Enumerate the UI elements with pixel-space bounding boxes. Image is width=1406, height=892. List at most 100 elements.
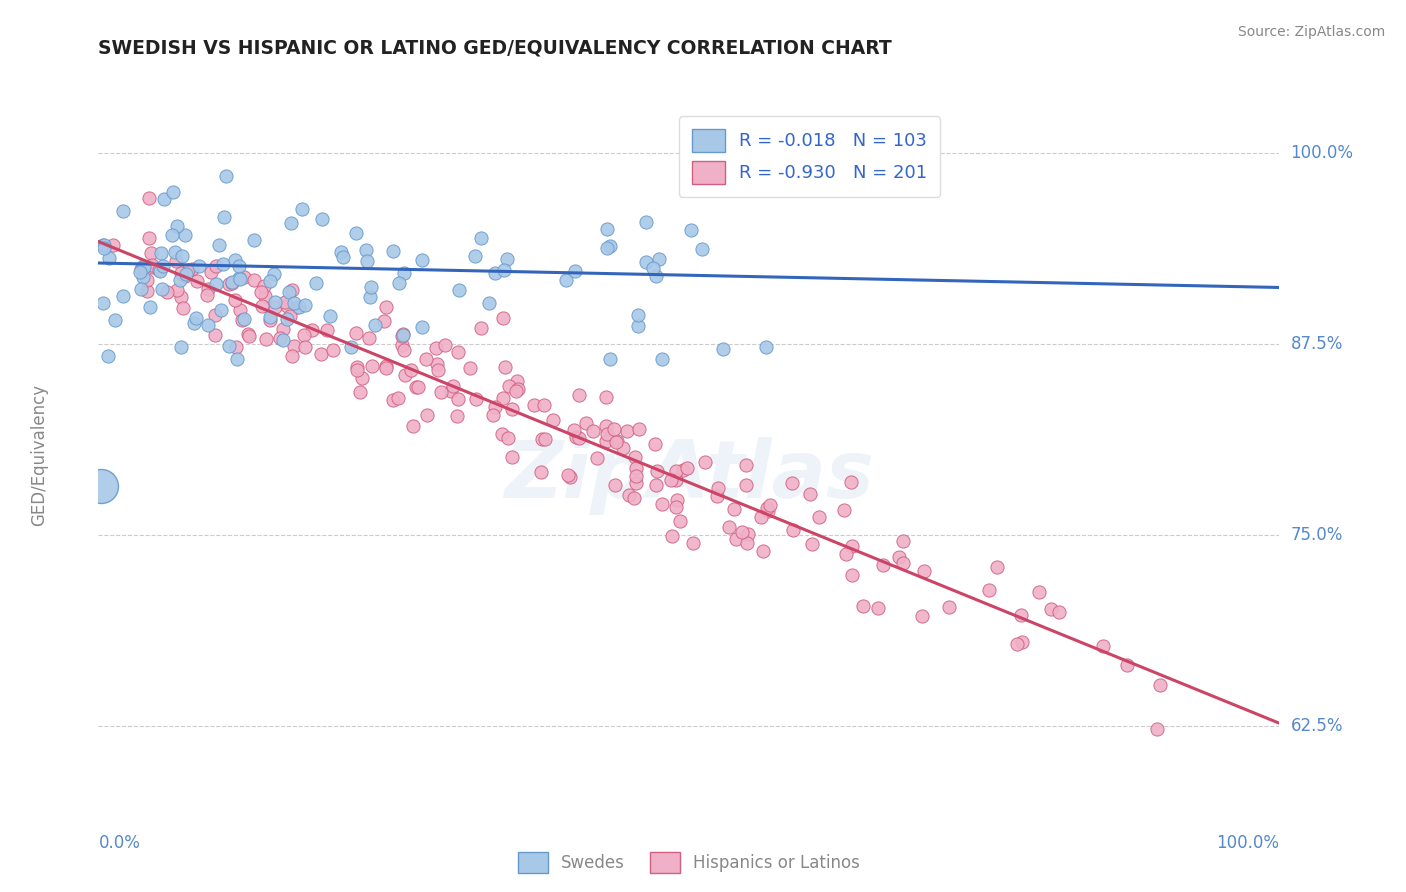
Point xyxy=(301,323,323,337)
Point xyxy=(394,343,416,358)
Point xyxy=(180,261,202,276)
Point xyxy=(281,349,304,363)
Point xyxy=(132,259,155,273)
Point xyxy=(977,582,1000,597)
Point xyxy=(394,267,416,281)
Point xyxy=(446,409,468,423)
Text: Source: ZipAtlas.com: Source: ZipAtlas.com xyxy=(1237,25,1385,39)
Point xyxy=(523,398,546,412)
Point xyxy=(166,284,188,298)
Point xyxy=(269,331,291,345)
Point xyxy=(132,269,155,284)
Point xyxy=(169,340,191,354)
Legend: Swedes, Hispanics or Latinos: Swedes, Hispanics or Latinos xyxy=(506,840,872,885)
Point xyxy=(669,514,692,528)
Point xyxy=(340,340,363,354)
Point xyxy=(375,359,398,373)
Point xyxy=(278,309,301,323)
Point xyxy=(648,252,671,267)
Point xyxy=(434,338,457,352)
Point xyxy=(401,363,423,377)
Point xyxy=(555,273,578,287)
Point xyxy=(238,329,260,343)
Point xyxy=(330,244,353,259)
Point xyxy=(665,464,688,478)
Point xyxy=(259,274,281,288)
Point xyxy=(221,275,243,289)
Point xyxy=(111,204,134,219)
Point xyxy=(645,269,668,284)
Point xyxy=(599,352,621,367)
Point xyxy=(651,497,673,511)
Point xyxy=(676,461,699,475)
Point xyxy=(156,285,179,299)
Point xyxy=(233,312,256,326)
Point xyxy=(250,285,273,299)
Point xyxy=(228,259,250,273)
Point xyxy=(243,233,266,247)
Point xyxy=(470,231,492,245)
Point xyxy=(392,326,415,341)
Point xyxy=(91,296,114,310)
Point xyxy=(233,270,256,285)
Point xyxy=(495,252,517,266)
Point xyxy=(641,260,664,275)
Point xyxy=(1028,584,1050,599)
Point xyxy=(1011,635,1033,649)
Point xyxy=(294,341,316,355)
Point xyxy=(737,527,759,541)
Point xyxy=(672,463,695,477)
Point xyxy=(252,299,274,313)
Point xyxy=(938,599,960,614)
Point xyxy=(644,437,666,451)
Point xyxy=(852,599,875,614)
Point xyxy=(505,384,527,398)
Point xyxy=(735,458,758,472)
Point xyxy=(311,212,333,227)
Point xyxy=(568,388,591,402)
Point xyxy=(749,509,772,524)
Point xyxy=(735,535,758,549)
Point xyxy=(129,262,152,277)
Point xyxy=(283,296,305,310)
Point xyxy=(801,537,824,551)
Point xyxy=(356,254,378,268)
Point xyxy=(163,244,186,259)
Point xyxy=(188,260,211,274)
Point xyxy=(243,273,266,287)
Point xyxy=(665,473,688,487)
Point xyxy=(887,549,910,564)
Point xyxy=(429,384,451,399)
Point xyxy=(530,433,553,447)
Point xyxy=(131,282,153,296)
Point xyxy=(595,418,617,433)
Point xyxy=(484,401,506,415)
Point xyxy=(599,239,621,253)
Point xyxy=(665,492,688,507)
Point xyxy=(426,357,449,371)
Point xyxy=(575,416,598,430)
Point xyxy=(169,273,191,287)
Point xyxy=(441,379,464,393)
Point xyxy=(150,282,173,296)
Text: 0.0%: 0.0% xyxy=(98,834,141,852)
Point xyxy=(208,237,231,252)
Point xyxy=(568,431,591,445)
Point xyxy=(292,327,315,342)
Point xyxy=(832,502,855,516)
Text: 100.0%: 100.0% xyxy=(1291,144,1354,162)
Point xyxy=(405,380,427,394)
Point xyxy=(706,489,728,503)
Point xyxy=(723,502,745,516)
Point xyxy=(152,260,174,274)
Point xyxy=(596,426,619,441)
Point xyxy=(197,282,219,296)
Point xyxy=(224,293,246,307)
Text: 62.5%: 62.5% xyxy=(1291,717,1343,735)
Point xyxy=(626,469,648,483)
Point xyxy=(209,303,232,318)
Point xyxy=(470,320,492,334)
Point xyxy=(346,363,368,377)
Point xyxy=(90,479,112,493)
Point xyxy=(707,481,730,495)
